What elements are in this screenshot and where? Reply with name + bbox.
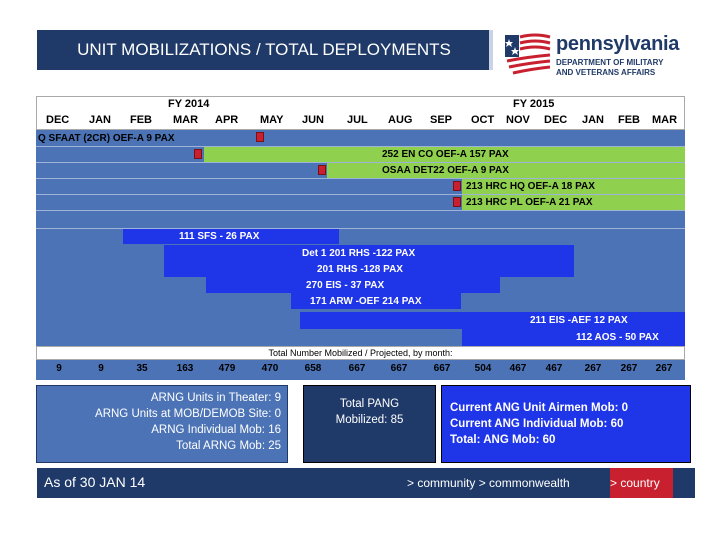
deployment-bar-label: 201 RHS -128 PAX [317, 263, 403, 275]
army-seal-icon [318, 165, 326, 175]
month-header: FEB [130, 114, 152, 126]
arng-units-mob-site: ARNG Units at MOB/DEMOB Site: 0 [95, 408, 281, 420]
deployment-bar-label: 171 ARW -OEF 214 PAX [310, 295, 422, 307]
month-header: MAR [652, 114, 678, 126]
month-header: JAN [89, 114, 112, 126]
deployment-bar [291, 293, 461, 309]
ang-total-mob: Total: ANG Mob: 60 [450, 434, 556, 446]
total-value: 470 [261, 363, 279, 374]
month-header: MAR [173, 114, 199, 126]
row-divider [36, 146, 685, 147]
fy-2014-label: FY 2014 [168, 98, 210, 110]
total-value: 163 [176, 363, 194, 374]
deployment-bar [300, 312, 685, 329]
deployment-bar-label: OSAA DET22 OEF-A 9 PAX [382, 165, 509, 176]
month-header: OCT [471, 114, 495, 126]
pa-flag-logo-icon [505, 33, 551, 77]
deployment-bar [206, 277, 500, 293]
deployment-bar [204, 147, 685, 162]
footer-nav-links[interactable]: > community > commonwealth [407, 476, 570, 490]
as-of-date: As of 30 JAN 14 [44, 474, 146, 490]
fy-2015-label: FY 2015 [513, 98, 555, 110]
footer-country-link[interactable]: > country [610, 468, 673, 498]
army-seal-icon [453, 181, 461, 191]
deployment-bar-label: 213 HRC PL OEF-A 21 PAX [466, 197, 593, 208]
total-value: 667 [390, 363, 408, 374]
footer-bar [37, 468, 695, 498]
deployment-bar: Q SFAAT (2CR) OEF-A 9 PAX [38, 132, 175, 144]
month-header: APR [215, 114, 239, 126]
total-value: 467 [509, 363, 527, 374]
month-header: JAN [582, 114, 605, 126]
month-header: JUL [347, 114, 368, 126]
deployment-bar [123, 229, 339, 244]
deployment-bar-label: Det 1 201 RHS -122 PAX [302, 247, 416, 259]
total-value: 467 [545, 363, 563, 374]
pang-label: Total PANG [339, 398, 400, 410]
total-value: 35 [136, 363, 148, 374]
month-header: DEC [544, 114, 568, 126]
arng-individual-mob: ARNG Individual Mob: 16 [151, 424, 281, 436]
ang-individual-mob: Current ANG Individual Mob: 60 [450, 418, 624, 430]
total-value: 667 [348, 363, 366, 374]
row-divider [36, 178, 685, 179]
deployment-bar-label: 252 EN CO OEF-A 157 PAX [382, 149, 509, 160]
deployment-bar-label: 270 EIS - 37 PAX [306, 279, 385, 291]
deployment-bar-label: 112 AOS - 50 PAX [576, 332, 659, 343]
month-header: NOV [506, 114, 530, 126]
gantt-header [36, 96, 685, 130]
ang-summary-box: Current ANG Unit Airmen Mob: 0 Current A… [441, 385, 691, 463]
army-seal-icon [453, 197, 461, 207]
arng-total-mob: Total ARNG Mob: 25 [176, 440, 281, 452]
row-divider [36, 162, 685, 163]
logo-subtitle-1: DEPARTMENT OF MILITARY [556, 58, 664, 67]
title-divider [489, 30, 493, 70]
total-value: 504 [474, 363, 492, 374]
month-header: JUN [302, 114, 325, 126]
total-value: 9 [98, 363, 104, 374]
army-seal-icon [194, 149, 202, 159]
arng-units-in-theater: ARNG Units in Theater: 9 [150, 392, 281, 404]
deployment-bar [164, 245, 574, 261]
month-header: MAY [260, 114, 284, 126]
totals-row: 9 9 35 163 479 470 658 667 667 667 504 4… [36, 360, 685, 380]
total-value: 667 [433, 363, 451, 374]
logo-wordmark: pennsylvania [556, 33, 680, 55]
deployment-bar-label: 111 SFS - 26 PAX [179, 231, 260, 242]
page-title: UNIT MOBILIZATIONS / TOTAL DEPLOYMENTS [37, 30, 494, 70]
total-value: 267 [655, 363, 673, 374]
deployment-bar [164, 261, 574, 277]
totals-caption: Total Number Mobilized / Projected, by m… [36, 346, 685, 360]
army-seal-icon [256, 132, 264, 142]
row-divider [36, 228, 685, 229]
deployment-bar [462, 329, 685, 346]
pang-mobilized: Mobilized: 85 [335, 414, 404, 426]
row-divider [36, 210, 685, 211]
total-value: 267 [584, 363, 602, 374]
deployment-gantt: FY 2014 FY 2015 DEC JAN FEB MAR APR MAY … [36, 96, 685, 346]
deployment-bar [462, 179, 685, 194]
month-header: AUG [388, 114, 413, 126]
month-header: DEC [46, 114, 70, 126]
pang-summary-box: Total PANG Mobilized: 85 [303, 385, 436, 463]
total-value: 9 [56, 363, 62, 374]
month-header: FEB [618, 114, 640, 126]
deployment-bar-label: 211 EIS -AEF 12 PAX [530, 315, 628, 326]
ang-unit-airmen-mob: Current ANG Unit Airmen Mob: 0 [450, 402, 629, 414]
logo-subtitle-2: AND VETERANS AFFAIRS [556, 68, 656, 77]
total-value: 479 [218, 363, 236, 374]
month-header: SEP [430, 114, 453, 126]
total-value: 267 [620, 363, 638, 374]
deployment-bar-label: 213 HRC HQ OEF-A 18 PAX [466, 181, 595, 192]
deployment-bar [327, 163, 685, 178]
arng-summary-box: ARNG Units in Theater: 9 ARNG Units at M… [36, 385, 288, 463]
row-divider [36, 194, 685, 195]
total-value: 658 [304, 363, 322, 374]
deployment-bar [462, 195, 685, 210]
